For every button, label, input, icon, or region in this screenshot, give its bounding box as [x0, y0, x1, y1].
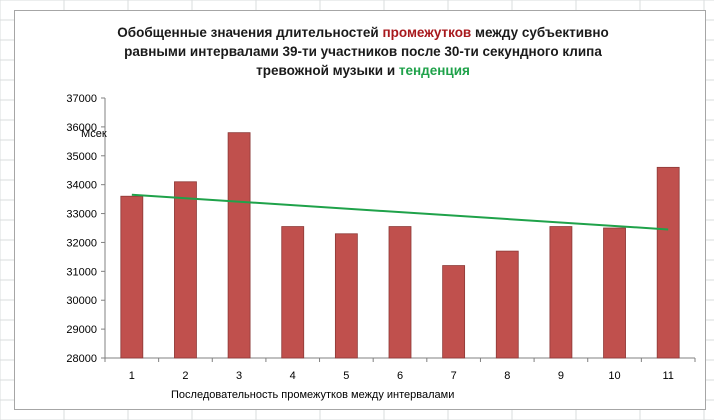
x-tick-label: 3 [236, 370, 242, 382]
y-tick-label: 32000 [66, 237, 97, 249]
bar[interactable] [281, 226, 305, 359]
y-tick-label: 35000 [66, 151, 97, 163]
x-tick-label: 2 [182, 370, 188, 382]
x-tick-label: 11 [662, 370, 673, 382]
x-tick-label: 6 [397, 370, 403, 382]
x-tick-label: 8 [504, 370, 510, 382]
bar[interactable] [120, 195, 144, 359]
chart-title: Обобщенные значения длительностей промеж… [117, 25, 609, 78]
y-axis-title: Мсек [81, 128, 107, 140]
x-tick-label: 10 [608, 370, 620, 382]
bar[interactable] [442, 265, 466, 359]
plot-area: 28000 29000 30000 31000 32000 33000 34000 35000… [66, 93, 696, 382]
chart-area[interactable]: Обобщенные значения длительностей промеж… [14, 10, 706, 410]
x-tick-label: 9 [558, 370, 564, 382]
x-tick-label: 1 [129, 370, 135, 382]
bar[interactable] [174, 181, 197, 359]
chart-title-line: Обобщенные значения длительностей промеж… [117, 25, 609, 40]
bar[interactable] [603, 227, 626, 359]
y-tick-label: 36000 [66, 122, 97, 134]
x-tick-label: 5 [343, 370, 349, 382]
bar[interactable] [549, 226, 573, 359]
x-axis-title: Последовательность промежутков между инт… [171, 389, 454, 401]
bar[interactable] [227, 132, 251, 359]
bar[interactable] [388, 226, 412, 359]
y-tick-label: 29000 [66, 324, 97, 336]
chart-canvas: Обобщенные значения длительностей промеж… [66, 25, 696, 401]
chart-title-line: тревожной музыки и тенденция [256, 63, 470, 78]
x-tick-label: 7 [451, 370, 457, 382]
y-tick-label: 31000 [66, 266, 97, 278]
bar[interactable] [495, 250, 519, 359]
bar[interactable] [656, 166, 680, 359]
chart-title-line: равными интервалами 39-ти участников пос… [124, 44, 602, 59]
y-tick-label: 33000 [66, 209, 97, 221]
y-tick-label: 30000 [66, 295, 97, 307]
x-tick-label: 4 [290, 370, 296, 382]
y-tick-label: 34000 [66, 180, 97, 192]
trendline [131, 193, 669, 231]
y-tick-label: 28000 [66, 353, 97, 365]
bar[interactable] [334, 233, 358, 359]
y-tick-label: 37000 [66, 93, 97, 105]
